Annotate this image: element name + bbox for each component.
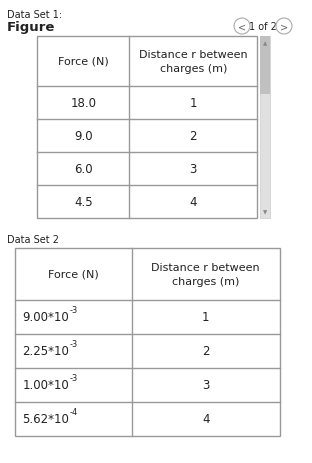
- Circle shape: [234, 19, 250, 35]
- Text: 1.00*10: 1.00*10: [22, 379, 69, 392]
- Text: 2.25*10: 2.25*10: [22, 345, 69, 358]
- Text: >: >: [280, 22, 288, 32]
- Bar: [37, 37, 257, 219]
- Text: 6.0: 6.0: [74, 163, 93, 175]
- Text: Distance r between
charges (m): Distance r between charges (m): [152, 263, 260, 286]
- Text: ▲: ▲: [263, 41, 267, 46]
- Text: 4: 4: [189, 195, 197, 208]
- Text: 3: 3: [189, 163, 197, 175]
- Text: Figure: Figure: [7, 21, 55, 34]
- Bar: [37, 37, 257, 219]
- Bar: [15, 249, 280, 436]
- Bar: [260, 37, 270, 95]
- Text: 5.62*10: 5.62*10: [22, 413, 69, 425]
- Text: 1: 1: [189, 97, 197, 110]
- Text: -4: -4: [69, 407, 78, 416]
- Text: <: <: [238, 22, 246, 32]
- Text: Distance r between
charges (m): Distance r between charges (m): [139, 50, 247, 74]
- Text: 4.5: 4.5: [74, 195, 93, 208]
- Text: 9.00*10: 9.00*10: [22, 311, 69, 324]
- Text: Force (N): Force (N): [48, 269, 99, 279]
- Text: 2: 2: [189, 130, 197, 143]
- Bar: [260, 37, 270, 219]
- Text: Data Set 1:: Data Set 1:: [7, 10, 62, 20]
- Text: 18.0: 18.0: [70, 97, 96, 110]
- Text: 9.0: 9.0: [74, 130, 93, 143]
- Text: 2: 2: [202, 345, 210, 358]
- Text: -3: -3: [69, 373, 78, 382]
- Bar: [15, 249, 280, 436]
- Text: -3: -3: [69, 306, 78, 314]
- Text: Force (N): Force (N): [58, 57, 109, 67]
- Text: 1 of 2: 1 of 2: [249, 22, 277, 32]
- Text: -3: -3: [69, 339, 78, 348]
- Text: 3: 3: [202, 379, 209, 392]
- Circle shape: [276, 19, 292, 35]
- Text: 1: 1: [202, 311, 210, 324]
- Text: ▼: ▼: [263, 210, 267, 214]
- Text: 4: 4: [202, 413, 210, 425]
- Text: Data Set 2: Data Set 2: [7, 234, 59, 244]
